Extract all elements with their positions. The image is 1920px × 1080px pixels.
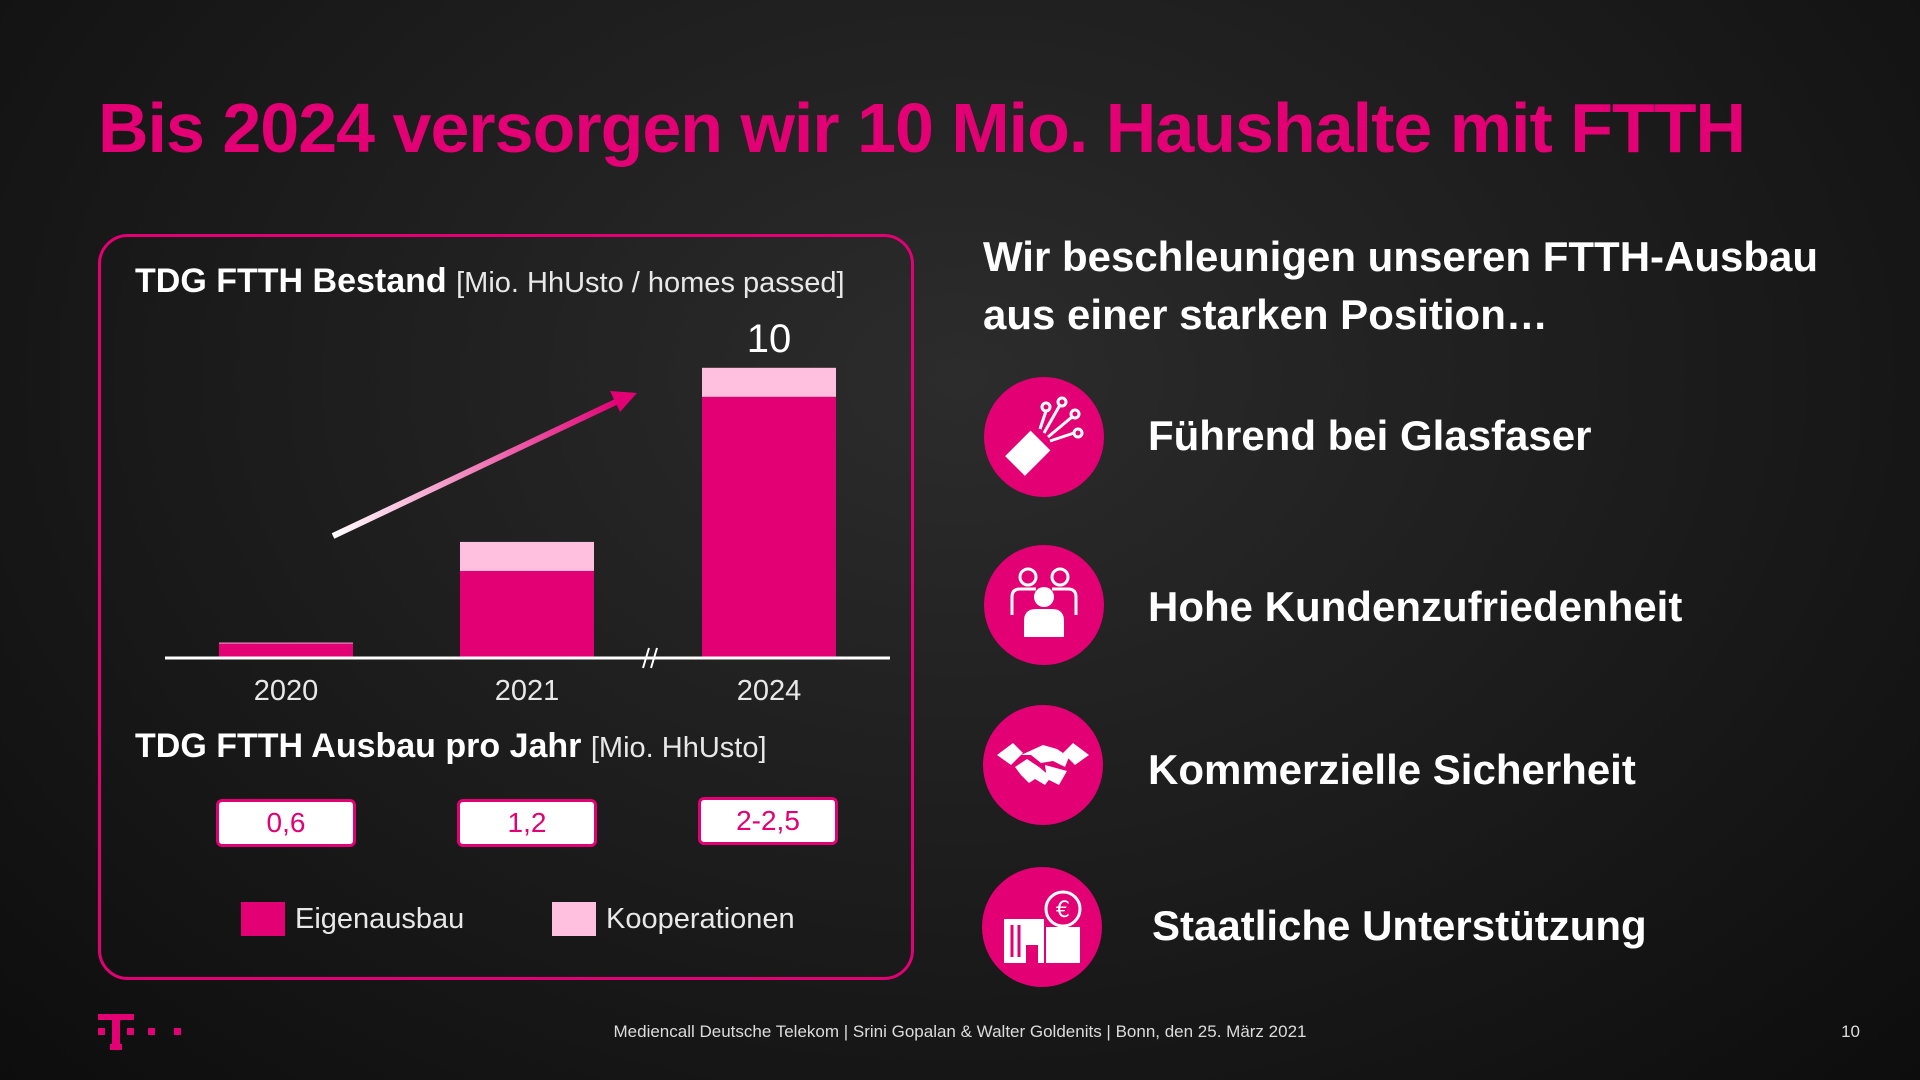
bar-2024-eigenausbau	[702, 396, 836, 658]
feature-icon-circle-fiber	[984, 377, 1104, 497]
annual-build-heading: TDG FTTH Ausbau pro Jahr [Mio. HhUsto]	[135, 727, 767, 766]
axis-break-mark	[642, 647, 650, 669]
legend-label-kooperationen: Kooperationen	[606, 902, 795, 935]
handshake-icon	[997, 743, 1089, 785]
x-tick-label-2021: 2021	[495, 675, 560, 707]
feature-label-fiber: Führend bei Glasfaser	[1148, 412, 1592, 459]
annual-build-heading-unit: [Mio. HhUsto]	[590, 732, 767, 764]
bar-2021-eigenausbau	[460, 570, 594, 658]
axis-break-mark	[650, 647, 658, 669]
telekom-logo-icon	[98, 1014, 181, 1050]
chart-heading-bold: TDG FTTH Bestand	[135, 262, 447, 300]
annual-rate-2021: 1,2	[457, 799, 597, 847]
svg-text:€: €	[1056, 898, 1070, 923]
legend-item-kooperationen: Kooperationen	[552, 902, 795, 936]
trend-arrow-head	[610, 391, 637, 412]
feature-icon-circle-government: €	[982, 867, 1102, 987]
bar-2021-kooperationen	[460, 541, 594, 571]
legend-swatch-eigenausbau	[241, 902, 285, 936]
trend-arrow-shaft	[331, 397, 622, 539]
x-tick-label-2024: 2024	[737, 675, 802, 707]
feature-icon-circle-customers	[984, 545, 1104, 665]
bar-2020-kooperationen	[219, 642, 353, 644]
annual-build-heading-bold: TDG FTTH Ausbau pro Jahr	[135, 727, 582, 765]
legend-swatch-kooperationen	[552, 902, 596, 936]
feature-label-government: Staatliche Unterstützung	[1152, 902, 1647, 949]
chart-panel	[98, 234, 914, 980]
total-label-2024: 10	[747, 317, 792, 361]
fiber-cable-icon	[1005, 396, 1084, 476]
bar-2020-eigenausbau	[219, 643, 353, 658]
feature-icon-circle-handshake	[983, 705, 1103, 825]
feature-label-security: Kommerzielle Sicherheit	[1148, 746, 1636, 793]
chart-heading: TDG FTTH Bestand [Mio. HhUsto / homes pa…	[135, 262, 845, 301]
legend-item-eigenausbau: Eigenausbau	[241, 902, 464, 936]
chart-heading-unit: [Mio. HhUsto / homes passed]	[456, 267, 845, 299]
page-number: 10	[1841, 1022, 1860, 1041]
government-euro-icon: €	[1004, 890, 1082, 963]
legend-label-eigenausbau: Eigenausbau	[295, 902, 465, 935]
page-title: Bis 2024 versorgen wir 10 Mio. Haushalte…	[98, 89, 1746, 167]
right-heading: Wir beschleunigen unseren FTTH-Ausbau au…	[983, 233, 1819, 338]
annual-rate-2024: 2-2,5	[698, 797, 838, 845]
feature-label-customers: Hohe Kundenzufriedenheit	[1148, 583, 1683, 630]
annual-rate-2020: 0,6	[216, 799, 356, 847]
footer-text: Mediencall Deutsche Telekom | Srini Gopa…	[613, 1022, 1307, 1041]
bar-2024-kooperationen	[702, 367, 836, 397]
x-tick-label-2020: 2020	[254, 675, 319, 707]
customers-icon	[1010, 567, 1078, 637]
